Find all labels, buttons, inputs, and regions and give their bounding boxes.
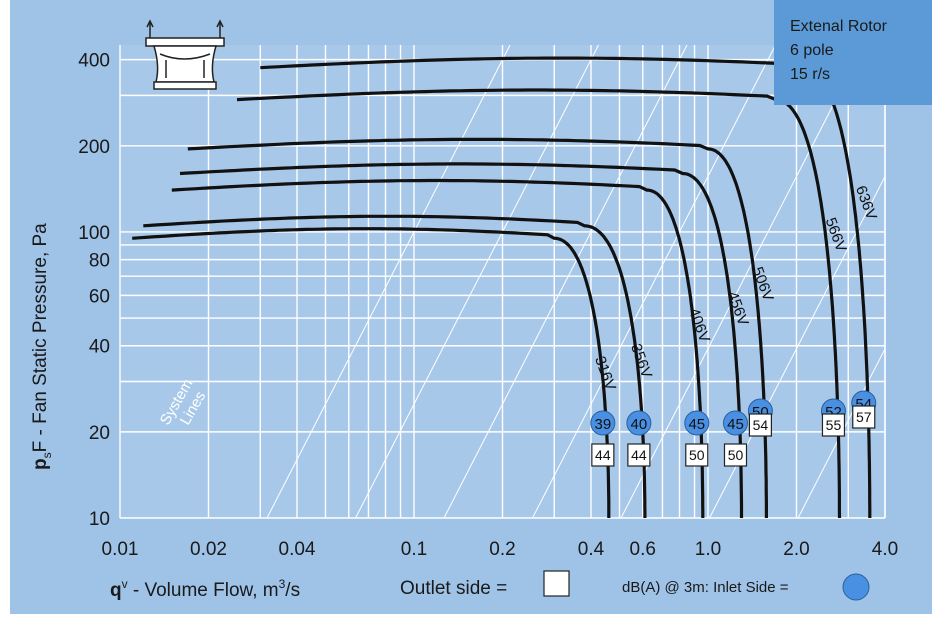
system-line: [532, 44, 776, 519]
x-tick-label: 2.0: [783, 539, 809, 560]
outlet-db-value-636V: 57: [856, 409, 872, 425]
x-axis-label: qv - Volume Flow, m3/s: [110, 577, 300, 601]
y-tick-label: 40: [89, 337, 110, 358]
outlet-legend-square: [543, 570, 570, 597]
legend-line-3: 15 r/s: [790, 66, 830, 83]
system-line: [355, 44, 599, 519]
outlet-db-marker-636V: [852, 405, 876, 429]
outlet-db-value-316V: 44: [595, 447, 611, 463]
fan-curve-316V: [132, 227, 611, 518]
x-tick-label: 0.02: [190, 539, 227, 560]
y-tick-label: 60: [89, 286, 110, 307]
x-tick-label: 1.0: [695, 539, 721, 560]
fan-curve-406V: [171, 178, 705, 518]
legend-line-2: 6 pole: [790, 42, 834, 59]
x-tick-label: 0.6: [630, 539, 656, 560]
system-line: [266, 44, 511, 519]
x-tick-label: 0.01: [102, 539, 139, 560]
outlet-db-marker-406V: [685, 443, 709, 467]
inlet-db-marker-456V: [722, 410, 748, 436]
inlet-db-marker-406V: [684, 410, 710, 436]
y-tick-label: 100: [78, 223, 110, 244]
y-tick-label: 10: [89, 509, 110, 530]
outlet-db-value-506V: 54: [753, 417, 769, 433]
x-tick-label: 4.0: [872, 539, 898, 560]
outlet-db-marker-456V: [723, 443, 748, 467]
system-line: [620, 44, 865, 519]
inlet-db-value-316V: 39: [595, 416, 612, 433]
legend-line-1: Extenal Rotor: [790, 18, 888, 35]
legend-box: [774, 0, 932, 105]
x-axis-ticks: 0.01 0.02 0.04 0.1 0.2 0.4 0.6 1.0 2.0 4.0: [102, 539, 899, 560]
system-lines: [266, 44, 886, 519]
fan-curve-506V: [187, 137, 768, 518]
inlet-legend-label: dB(A) @ 3m: Inlet Side =: [622, 579, 789, 596]
x-tick-label: 0.2: [489, 539, 515, 560]
outlet-db-value-356V: 44: [631, 447, 647, 463]
inlet-legend-circle: [842, 573, 870, 601]
x-tick-label: 0.1: [401, 539, 427, 560]
x-tick-label: 0.4: [578, 539, 605, 560]
y-tick-label: 400: [78, 51, 110, 72]
inlet-db-value-456V: 45: [727, 416, 744, 433]
inlet-db-marker-356V: [626, 410, 652, 436]
inlet-db-marker-316V: [590, 410, 616, 436]
fan-curve-456V: [179, 162, 744, 518]
y-axis-label: psF - Fan Static Pressure, Pa: [30, 223, 54, 470]
fan-icon: [145, 19, 225, 90]
outlet-db-value-406V: 50: [689, 447, 705, 463]
system-line: [443, 44, 688, 519]
inlet-db-value-356V: 40: [631, 416, 648, 433]
outlet-legend-label: Outlet side =: [400, 578, 507, 599]
fan-curve-356V: [143, 214, 647, 518]
outlet-db-marker-316V: [591, 443, 615, 467]
y-tick-label: 80: [89, 251, 110, 272]
outlet-db-marker-506V: [748, 413, 773, 437]
x-tick-label: 0.04: [279, 539, 316, 560]
outlet-db-marker-356V: [627, 443, 651, 467]
y-tick-label: 20: [89, 423, 110, 444]
y-axis-ticks: 10 20 40 60 80 100 200 400: [78, 51, 110, 530]
outlet-db-value-566V: 55: [826, 417, 842, 433]
outlet-db-value-456V: 50: [728, 447, 744, 463]
inlet-db-value-406V: 45: [688, 416, 705, 433]
y-tick-label: 200: [78, 137, 110, 158]
outlet-db-marker-566V: [821, 413, 846, 437]
